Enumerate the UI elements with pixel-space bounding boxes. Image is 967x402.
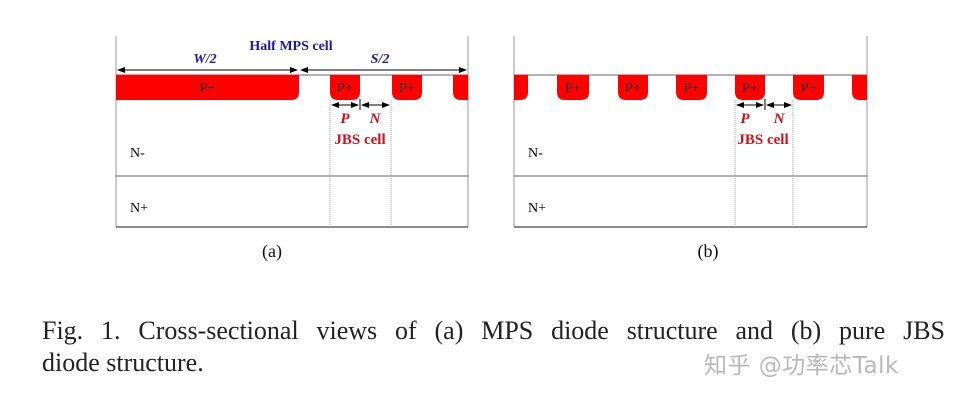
p-width-label: P — [340, 111, 350, 127]
p-plus-region — [330, 75, 360, 100]
panel-b-sublabel: (b) — [698, 241, 719, 262]
w-half-label: W/2 — [193, 52, 216, 67]
jbs-cell-label: JBS cell — [334, 132, 385, 148]
p-plus-region — [676, 75, 707, 100]
figure-caption-line-2: diode structure. — [42, 348, 204, 377]
p-width-label: P — [740, 111, 750, 127]
n-plus-label: N+ — [130, 201, 148, 216]
jbs-cell-label: JBS cell — [737, 132, 788, 148]
half-mps-cell-label: Half MPS cell — [249, 39, 332, 54]
n-minus-label: N- — [528, 146, 543, 161]
n-plus-label: N+ — [528, 201, 546, 216]
p-plus-label: P+ — [399, 81, 415, 96]
zhihu-watermark: 知乎 @功率芯Talk — [704, 353, 899, 379]
p-plus-region — [618, 75, 648, 100]
n-width-label: N — [369, 111, 382, 127]
panel-b-jbs-diagram: P+ P+ P+ P+ P+ P N JBS cell N- N+ (b) — [513, 36, 868, 262]
p-plus-region — [514, 75, 528, 100]
p-plus-region — [735, 75, 765, 100]
p-plus-label: P+ — [337, 81, 353, 96]
figure-caption-line-1: Fig. 1. Cross-sectional views of (a) MPS… — [42, 316, 945, 345]
panel-a-sublabel: (a) — [262, 241, 282, 262]
s-half-label: S/2 — [371, 52, 390, 67]
n-width-label: N — [773, 111, 786, 127]
p-plus-label: P+ — [801, 81, 817, 96]
panel-a-mps-diagram: P+ P+ P+ Half MPS cell W/2 S/2 P N JBS cel… — [115, 36, 469, 262]
n-minus-label: N- — [130, 146, 145, 161]
p-plus-label: P+ — [565, 81, 581, 96]
p-plus-label: P+ — [684, 81, 700, 96]
p-plus-region — [793, 75, 824, 100]
p-plus-region — [116, 75, 299, 100]
p-plus-region — [392, 75, 422, 100]
p-plus-label: P+ — [200, 81, 216, 96]
p-plus-label: P+ — [625, 81, 641, 96]
p-plus-label: P+ — [742, 81, 758, 96]
p-plus-region — [453, 75, 468, 100]
p-plus-region — [557, 75, 589, 100]
p-plus-region — [852, 75, 867, 100]
